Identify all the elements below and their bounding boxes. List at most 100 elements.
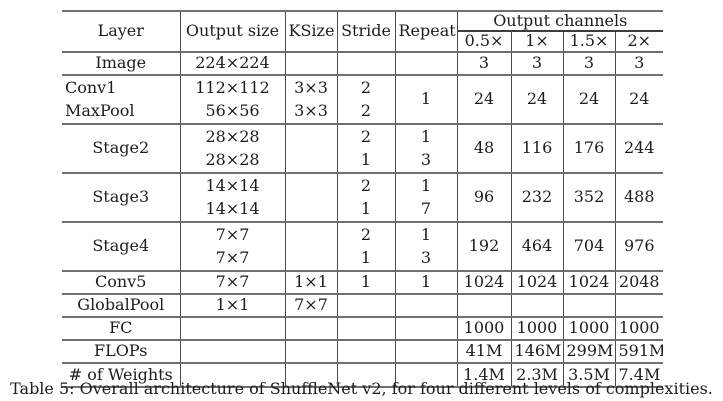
size-line: 28×28 bbox=[205, 126, 260, 146]
cell-output-size: 7×7 bbox=[179, 270, 285, 294]
cell-channels-1x: 1024 bbox=[510, 270, 563, 294]
cell-output-size: 112×112 56×56 bbox=[179, 74, 285, 124]
repeat-line: 7 bbox=[420, 198, 432, 218]
cell-channels-1.5x: 24 bbox=[562, 74, 615, 124]
cell-channels-0.5x: 96 bbox=[456, 172, 511, 222]
cell-channels-0.5x: 192 bbox=[456, 221, 511, 271]
ksize-line: 3×3 bbox=[294, 77, 328, 97]
stride-line: 1 bbox=[360, 247, 372, 267]
row-image: Image 224×224 3 3 3 3 bbox=[62, 51, 663, 75]
cell-layer: FLOPs bbox=[94, 341, 148, 361]
repeat-line: 1 bbox=[420, 126, 432, 146]
cell-stride: 2 1 bbox=[336, 123, 395, 173]
cell-channels-0.5x: 41M bbox=[456, 339, 511, 363]
size-line: 56×56 bbox=[205, 100, 260, 120]
size-line: 7×7 bbox=[215, 247, 250, 267]
cell-repeat: 1 3 bbox=[394, 221, 457, 271]
cell-channels-1x: 1000 bbox=[510, 316, 563, 340]
cell-ksize: 1×1 bbox=[284, 270, 337, 294]
cell-repeat: 1 3 bbox=[394, 123, 457, 173]
shufflenet-v2-architecture-table: Layer Output size KSize Stride Repeat Ou… bbox=[62, 10, 663, 388]
col-header-layer: Layer bbox=[97, 21, 144, 41]
cell-stride bbox=[336, 339, 395, 363]
cell-output-size: 224×224 bbox=[179, 51, 285, 75]
cell-layer: Stage4 bbox=[92, 236, 150, 256]
col-header-multiplier-0.5x: 0.5× bbox=[456, 31, 511, 52]
cell-output-size: 14×14 14×14 bbox=[179, 172, 285, 222]
cell-channels-2x: 3 bbox=[614, 51, 663, 75]
col-header-output-size: Output size bbox=[179, 11, 285, 52]
stride-line: 1 bbox=[360, 198, 372, 218]
size-line: 14×14 bbox=[205, 175, 260, 195]
repeat-line: 1 bbox=[420, 175, 432, 195]
cell-ksize bbox=[284, 339, 337, 363]
cell-channels-1x: 3 bbox=[510, 51, 563, 75]
cell-repeat bbox=[394, 51, 457, 75]
row-conv1-maxpool: Conv1 MaxPool 112×112 56×56 3×3 3×3 2 bbox=[62, 74, 663, 124]
cell-stride: 2 1 bbox=[336, 221, 395, 271]
cell-channels-1.5x: 3 bbox=[562, 51, 615, 75]
cell-channels-1.5x: 352 bbox=[562, 172, 615, 222]
cell-channels-2x: 7.4M bbox=[614, 362, 663, 387]
cell-channels-1x bbox=[510, 293, 563, 317]
cell-channels-2x: 488 bbox=[614, 172, 663, 222]
repeat-line: 3 bbox=[420, 149, 432, 169]
cell-ksize bbox=[284, 316, 337, 340]
col-header-output-channels: Output channels bbox=[456, 11, 663, 32]
cell-output-size bbox=[179, 316, 285, 340]
cell-layer: Conv1 MaxPool bbox=[62, 75, 180, 124]
cell-stride bbox=[336, 293, 395, 317]
cell-channels-0.5x: 1000 bbox=[456, 316, 511, 340]
cell-repeat: 1 bbox=[394, 74, 457, 124]
cell-ksize bbox=[284, 221, 337, 271]
header-row-1: Layer Output size KSize Stride Repeat Ou… bbox=[62, 11, 663, 52]
cell-stride: 2 1 bbox=[336, 172, 395, 222]
stride-line: 1 bbox=[360, 149, 372, 169]
cell-channels-2x: 976 bbox=[614, 221, 663, 271]
row-globalpool: GlobalPool 1×1 7×7 bbox=[62, 293, 663, 317]
cell-stride: 1 bbox=[336, 270, 395, 294]
col-header-repeat: Repeat bbox=[394, 11, 457, 52]
cell-channels-1x: 232 bbox=[510, 172, 563, 222]
cell-ksize: 3×3 3×3 bbox=[284, 74, 337, 124]
cell-ksize bbox=[284, 51, 337, 75]
cell-channels-1.5x: 176 bbox=[562, 123, 615, 173]
cell-channels-1x: 146M bbox=[510, 339, 563, 363]
cell-channels-1x: 116 bbox=[510, 123, 563, 173]
cell-channels-2x: 2048 bbox=[614, 270, 663, 294]
table-caption: Table 5: Overall architecture of Shuffle… bbox=[10, 379, 713, 398]
repeat-line: 3 bbox=[420, 247, 432, 267]
col-header-multiplier-2x: 2× bbox=[614, 31, 663, 52]
cell-ksize bbox=[284, 362, 337, 387]
cell-channels-2x bbox=[614, 293, 663, 317]
stride-line: 2 bbox=[360, 77, 372, 97]
cell-repeat bbox=[394, 293, 457, 317]
cell-channels-1.5x: 299M bbox=[562, 339, 615, 363]
stride-line: 2 bbox=[360, 224, 372, 244]
cell-channels-0.5x: 3 bbox=[456, 51, 511, 75]
cell-layer: GlobalPool bbox=[77, 295, 165, 315]
header-row-2: 0.5× 1× 1.5× 2× bbox=[62, 31, 663, 52]
cell-stride bbox=[336, 51, 395, 75]
stride-line: 2 bbox=[360, 126, 372, 146]
cell-channels-1.5x: 704 bbox=[562, 221, 615, 271]
cell-channels-1x: 464 bbox=[510, 221, 563, 271]
row-stage2: Stage2 28×28 28×28 2 1 1 3 48 bbox=[62, 123, 663, 173]
stride-line: 2 bbox=[360, 100, 372, 120]
cell-repeat bbox=[394, 339, 457, 363]
cell-channels-0.5x bbox=[456, 293, 511, 317]
size-line: 7×7 bbox=[215, 224, 250, 244]
col-header-ksize: KSize bbox=[284, 11, 337, 52]
cell-stride bbox=[336, 362, 395, 387]
cell-output-size bbox=[179, 362, 285, 387]
cell-layer: Stage3 bbox=[92, 187, 150, 207]
ksize-line: 3×3 bbox=[294, 100, 328, 120]
cell-layer: Image bbox=[95, 53, 147, 73]
cell-channels-1.5x: 1024 bbox=[562, 270, 615, 294]
col-header-multiplier-1.5x: 1.5× bbox=[562, 31, 615, 52]
cell-channels-1.5x: 1000 bbox=[562, 316, 615, 340]
cell-channels-0.5x: 1024 bbox=[456, 270, 511, 294]
cell-repeat bbox=[394, 362, 457, 387]
col-header-stride: Stride bbox=[336, 11, 395, 52]
row-fc: FC 1000 1000 1000 1000 bbox=[62, 316, 663, 340]
